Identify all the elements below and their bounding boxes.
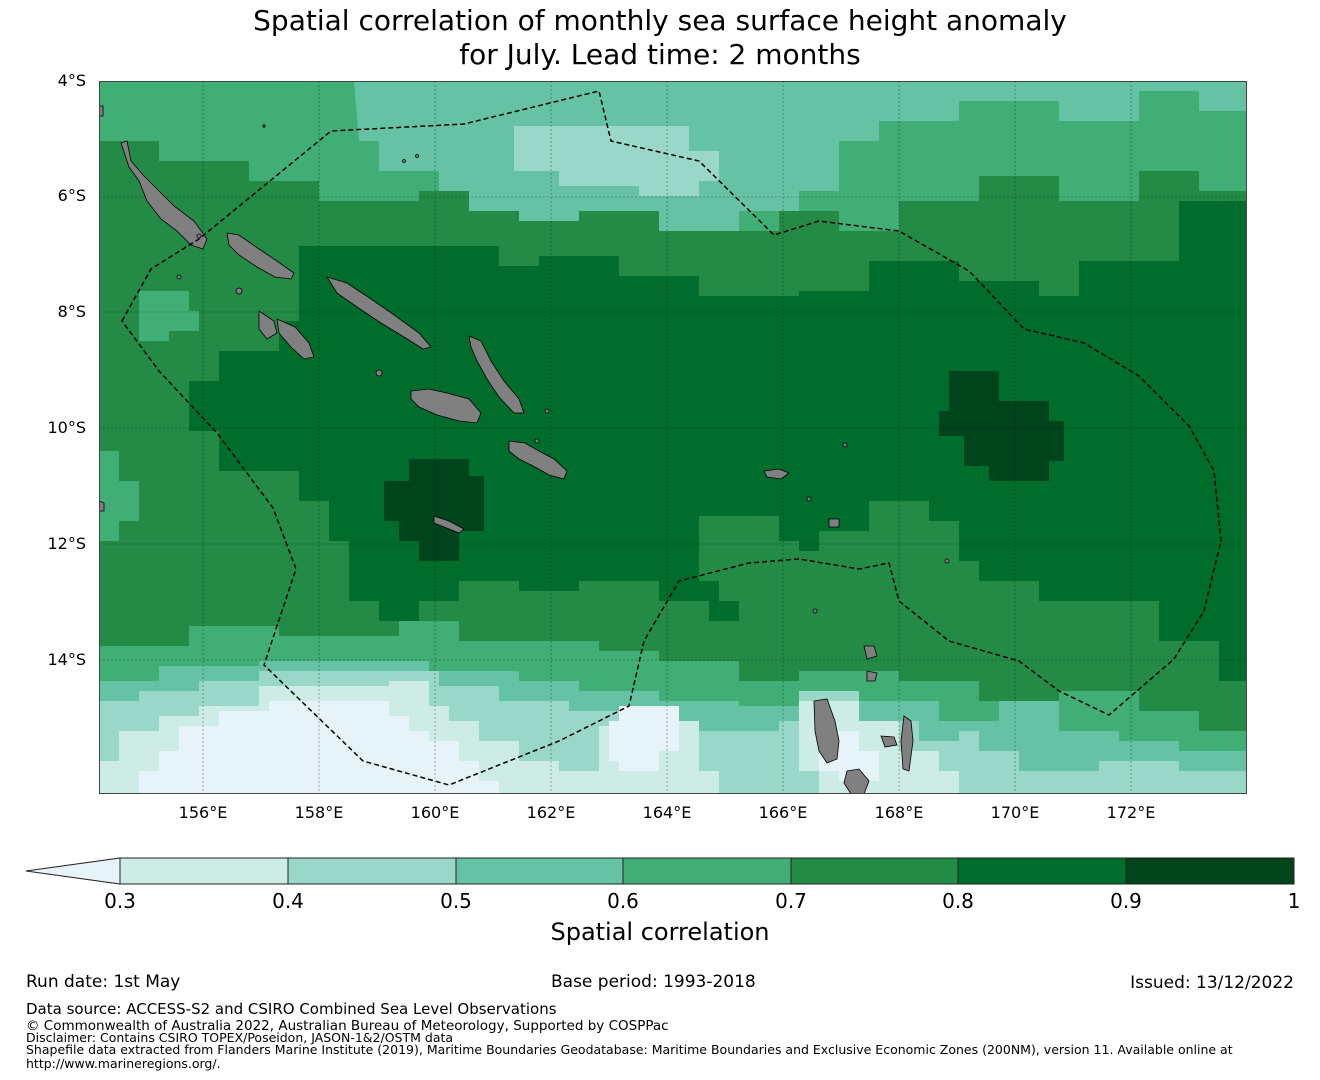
lon-label: 170°E bbox=[990, 803, 1040, 822]
field-band-below03-2 bbox=[609, 706, 679, 771]
west-island bbox=[99, 500, 105, 512]
lon-label: 160°E bbox=[410, 803, 460, 822]
colorbar-tick: 1 bbox=[1287, 889, 1301, 913]
santa-cruz-island bbox=[763, 468, 790, 480]
shapefile-url: http://www.marineregions.org/. bbox=[26, 1056, 221, 1071]
small-island bbox=[415, 154, 419, 158]
lon-label: 158°E bbox=[294, 803, 344, 822]
lon-label: 168°E bbox=[874, 803, 924, 822]
lat-label: 4°S bbox=[57, 71, 86, 90]
field-band-09-west bbox=[384, 459, 484, 561]
small-island bbox=[544, 408, 550, 414]
colorbar-tick: 0.8 bbox=[942, 889, 974, 913]
small-island bbox=[196, 233, 202, 239]
field-band-04 bbox=[514, 126, 719, 196]
lon-label: 156°E bbox=[178, 803, 228, 822]
land-islands bbox=[99, 105, 950, 794]
santa-isabel-island bbox=[326, 276, 432, 350]
choiseul-island bbox=[226, 232, 295, 280]
colorbar-tick: 0.5 bbox=[440, 889, 472, 913]
colorbar-bin-0.5-0.6 bbox=[456, 858, 623, 884]
small-island bbox=[176, 274, 182, 280]
colorbar-tick: 0.7 bbox=[775, 889, 807, 913]
ambae-island bbox=[880, 735, 898, 748]
pentecost-island bbox=[900, 715, 914, 772]
base-period: Base period: 1993-2018 bbox=[551, 972, 756, 992]
new-georgia-island-2 bbox=[276, 318, 315, 360]
lat-label: 8°S bbox=[57, 302, 86, 321]
small-island bbox=[812, 608, 818, 614]
rennell-island bbox=[433, 515, 465, 534]
field-band-below03 bbox=[139, 701, 499, 794]
colorbar-bin-0.4-0.5 bbox=[288, 858, 456, 884]
small-island bbox=[806, 496, 812, 502]
colorbar-bin-0.7-0.8 bbox=[791, 858, 958, 884]
issued-date: Issued: 13/12/2022 bbox=[1130, 973, 1294, 993]
new-georgia-island bbox=[258, 310, 278, 340]
colorbar bbox=[25, 857, 1295, 885]
small-island bbox=[402, 159, 406, 163]
colorbar-frame bbox=[119, 857, 1295, 885]
lat-label: 14°S bbox=[47, 650, 86, 669]
lon-label: 166°E bbox=[758, 803, 808, 822]
banks-island bbox=[863, 645, 878, 660]
colorbar-bin-0.8-0.9 bbox=[958, 858, 1126, 884]
field-band-06-west bbox=[99, 451, 139, 541]
map-frame bbox=[99, 81, 1247, 794]
eez-boundary-solomons bbox=[121, 90, 1222, 786]
copyright-notice: © Commonwealth of Australia 2022, Austra… bbox=[26, 1018, 669, 1034]
colorbar-bin-0.6-0.7 bbox=[623, 858, 791, 884]
small-island bbox=[534, 438, 540, 444]
lon-label: 164°E bbox=[642, 803, 692, 822]
disclaimer: Disclaimer: Contains CSIRO TOPEX/Poseido… bbox=[26, 1030, 454, 1045]
colorbar-tick: 0.6 bbox=[607, 889, 639, 913]
bougainville-island bbox=[120, 140, 208, 250]
colorbar-bin-0.3-0.4 bbox=[120, 858, 288, 884]
espiritu-santo-island bbox=[813, 698, 840, 764]
lat-label: 10°S bbox=[47, 418, 86, 437]
chart-title-line-2: for July. Lead time: 2 months bbox=[459, 38, 861, 71]
lon-label: 172°E bbox=[1106, 803, 1156, 822]
malekula-island bbox=[843, 768, 870, 794]
small-island bbox=[375, 369, 383, 377]
small-island bbox=[262, 124, 266, 128]
correlation-map bbox=[99, 81, 1247, 794]
chart-title-line-1: Spatial correlation of monthly sea surfa… bbox=[253, 4, 1067, 37]
malaita-island bbox=[468, 335, 525, 414]
field-band-07-patch bbox=[699, 516, 799, 601]
field-band-05 bbox=[354, 81, 1247, 231]
small-island bbox=[235, 287, 243, 295]
duff-island bbox=[828, 518, 840, 528]
colorbar-extend-arrow bbox=[25, 857, 121, 885]
banks-island-2 bbox=[866, 670, 878, 682]
colorbar-bin-0.9-1 bbox=[1126, 858, 1294, 884]
field-band-06-west2 bbox=[139, 291, 199, 341]
guadalcanal-island bbox=[410, 388, 482, 424]
graticule bbox=[99, 81, 1247, 794]
colorbar-label: Spatial correlation bbox=[550, 918, 770, 946]
lat-label: 12°S bbox=[47, 534, 86, 553]
colorbar-tick: 0.3 bbox=[104, 889, 136, 913]
run-date: Run date: 1st May bbox=[26, 972, 181, 992]
data-source: Data source: ACCESS-S2 and CSIRO Combine… bbox=[26, 1000, 557, 1018]
small-island bbox=[842, 442, 848, 448]
colorbar-tick: 0.9 bbox=[1110, 889, 1142, 913]
field-band-09-east bbox=[939, 371, 1064, 481]
makira-island bbox=[508, 440, 568, 480]
small-island bbox=[944, 558, 950, 564]
lon-label: 162°E bbox=[526, 803, 576, 822]
colorbar-tick: 0.4 bbox=[272, 889, 304, 913]
lat-label: 6°S bbox=[57, 186, 86, 205]
shapefile-credit: Shapefile data extracted from Flanders M… bbox=[26, 1042, 1233, 1057]
